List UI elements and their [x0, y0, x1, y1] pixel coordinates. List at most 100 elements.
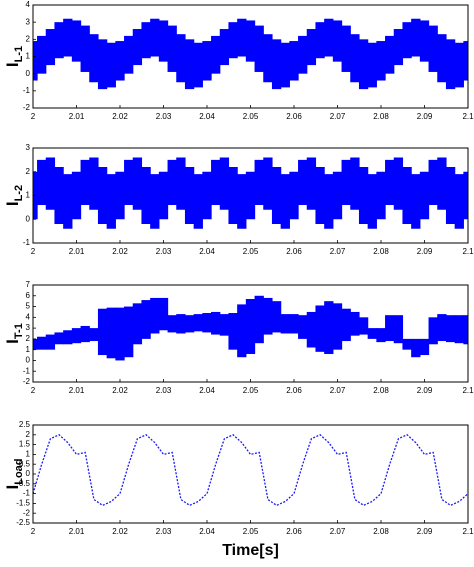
ripple-band	[350, 311, 360, 336]
ripple-band	[54, 167, 64, 224]
ripple-band	[280, 42, 290, 88]
ripple-band	[315, 305, 325, 352]
ripple-band	[45, 334, 56, 350]
y-tick-label: -1.5	[16, 499, 30, 508]
ripple-band	[332, 303, 343, 350]
ripple-band	[237, 18, 247, 57]
ripple-band	[193, 42, 203, 88]
y-tick-label: -1	[23, 366, 31, 375]
ripple-band	[315, 22, 325, 59]
ripple-band	[219, 29, 230, 66]
y-axis-label: IL-2	[3, 185, 24, 206]
ripple-band	[184, 315, 195, 333]
y-tick-label: -0.5	[16, 479, 30, 488]
ripple-band	[106, 42, 116, 88]
x-tick-label: 2.05	[243, 112, 259, 121]
y-axis-label: ILoad	[3, 458, 24, 489]
ripple-band	[411, 174, 421, 229]
plot-area	[33, 295, 468, 361]
ripple-band	[419, 20, 430, 62]
ripple-band	[280, 314, 290, 334]
x-tick-label: 2.1	[462, 112, 474, 121]
ripple-band	[271, 39, 282, 90]
x-tick-label: 2.1	[462, 247, 474, 256]
ripple-band	[219, 157, 230, 210]
x-tick-label: 2.09	[417, 386, 433, 395]
ripple-band	[358, 317, 369, 335]
y-tick-label: -1	[23, 489, 31, 498]
x-tick-label: 2.04	[199, 527, 215, 536]
ripple-band	[115, 41, 125, 81]
ripple-band	[298, 315, 308, 339]
x-tick-label: 2.07	[330, 112, 346, 121]
ripple-band	[141, 300, 151, 339]
x-tick-label: 2.01	[69, 112, 85, 121]
ripple-band	[324, 18, 334, 57]
y-tick-label: 2.5	[19, 420, 31, 429]
x-tick-label: 2.04	[199, 112, 215, 121]
y-tick-label: 6	[26, 291, 31, 300]
x-tick-label: 2.07	[330, 247, 346, 256]
y-tick-label: 1	[26, 191, 31, 200]
x-tick-label: 2.1	[462, 386, 474, 395]
ripple-band	[141, 167, 151, 224]
ripple-band	[393, 29, 404, 66]
ripple-band	[376, 41, 386, 81]
ripple-band	[289, 314, 299, 334]
ripple-band	[437, 34, 447, 83]
ripple-band	[63, 174, 73, 229]
x-tick-label: 2.04	[199, 247, 215, 256]
y-tick-label: -2	[23, 508, 31, 517]
y-tick-label: 0	[26, 69, 31, 78]
ripple-band	[245, 171, 256, 220]
ripple-band	[454, 42, 464, 88]
ripple-band	[463, 315, 468, 345]
ripple-band	[167, 315, 177, 333]
ripple-band	[80, 159, 90, 205]
ripple-band	[324, 174, 334, 229]
subplot: -2 -10 1 2 3 45 6 7 2 2.01 2.02 2.03 2.04 2.05 2.06 2.0…	[3, 280, 474, 395]
x-tick-label: 2.01	[69, 527, 85, 536]
y-tick-label: 2	[26, 34, 31, 43]
y-label-main: I	[3, 62, 22, 67]
ripple-band	[184, 167, 195, 224]
ripple-band	[71, 171, 82, 220]
ripple-band	[115, 307, 125, 361]
ripple-band	[254, 159, 264, 205]
ripple-band	[176, 314, 186, 334]
x-tick-label: 2.04	[199, 386, 215, 395]
y-tick-label: 2	[26, 334, 31, 343]
x-tick-label: 2.02	[112, 386, 128, 395]
x-tick-label: 2.08	[373, 112, 389, 121]
y-tick-label: 1	[26, 52, 31, 61]
ripple-band	[358, 39, 369, 90]
ripple-band	[463, 171, 468, 220]
x-tick-label: 2.02	[112, 527, 128, 536]
ripple-band	[341, 25, 351, 72]
x-tick-label: 2.09	[417, 527, 433, 536]
current-line	[33, 434, 468, 507]
x-tick-label: 2	[31, 386, 36, 395]
ripple-band	[211, 35, 221, 74]
ripple-band	[376, 171, 386, 220]
ripple-band	[89, 328, 99, 342]
y-label-sub: Load	[13, 458, 25, 484]
ripple-band	[37, 159, 47, 205]
ripple-band	[89, 34, 99, 83]
subplot: -2.5-2-1.5-1-0.500.511.522.52 2.01 2.02 2.0…	[3, 420, 474, 559]
ripple-band	[211, 159, 221, 205]
x-tick-label: 2.01	[69, 386, 85, 395]
x-tick-label: 2.01	[69, 247, 85, 256]
ripple-band	[124, 159, 134, 205]
ripple-band	[237, 304, 247, 358]
x-tick-label: 2.1	[462, 527, 474, 536]
y-tick-label: -1	[23, 86, 31, 95]
ripple-band	[445, 315, 456, 343]
ripple-band	[202, 171, 212, 220]
ripple-band	[176, 157, 186, 210]
y-axis-label: IL-1	[3, 46, 24, 67]
ripple-band	[411, 18, 421, 57]
ripple-band	[402, 22, 412, 59]
